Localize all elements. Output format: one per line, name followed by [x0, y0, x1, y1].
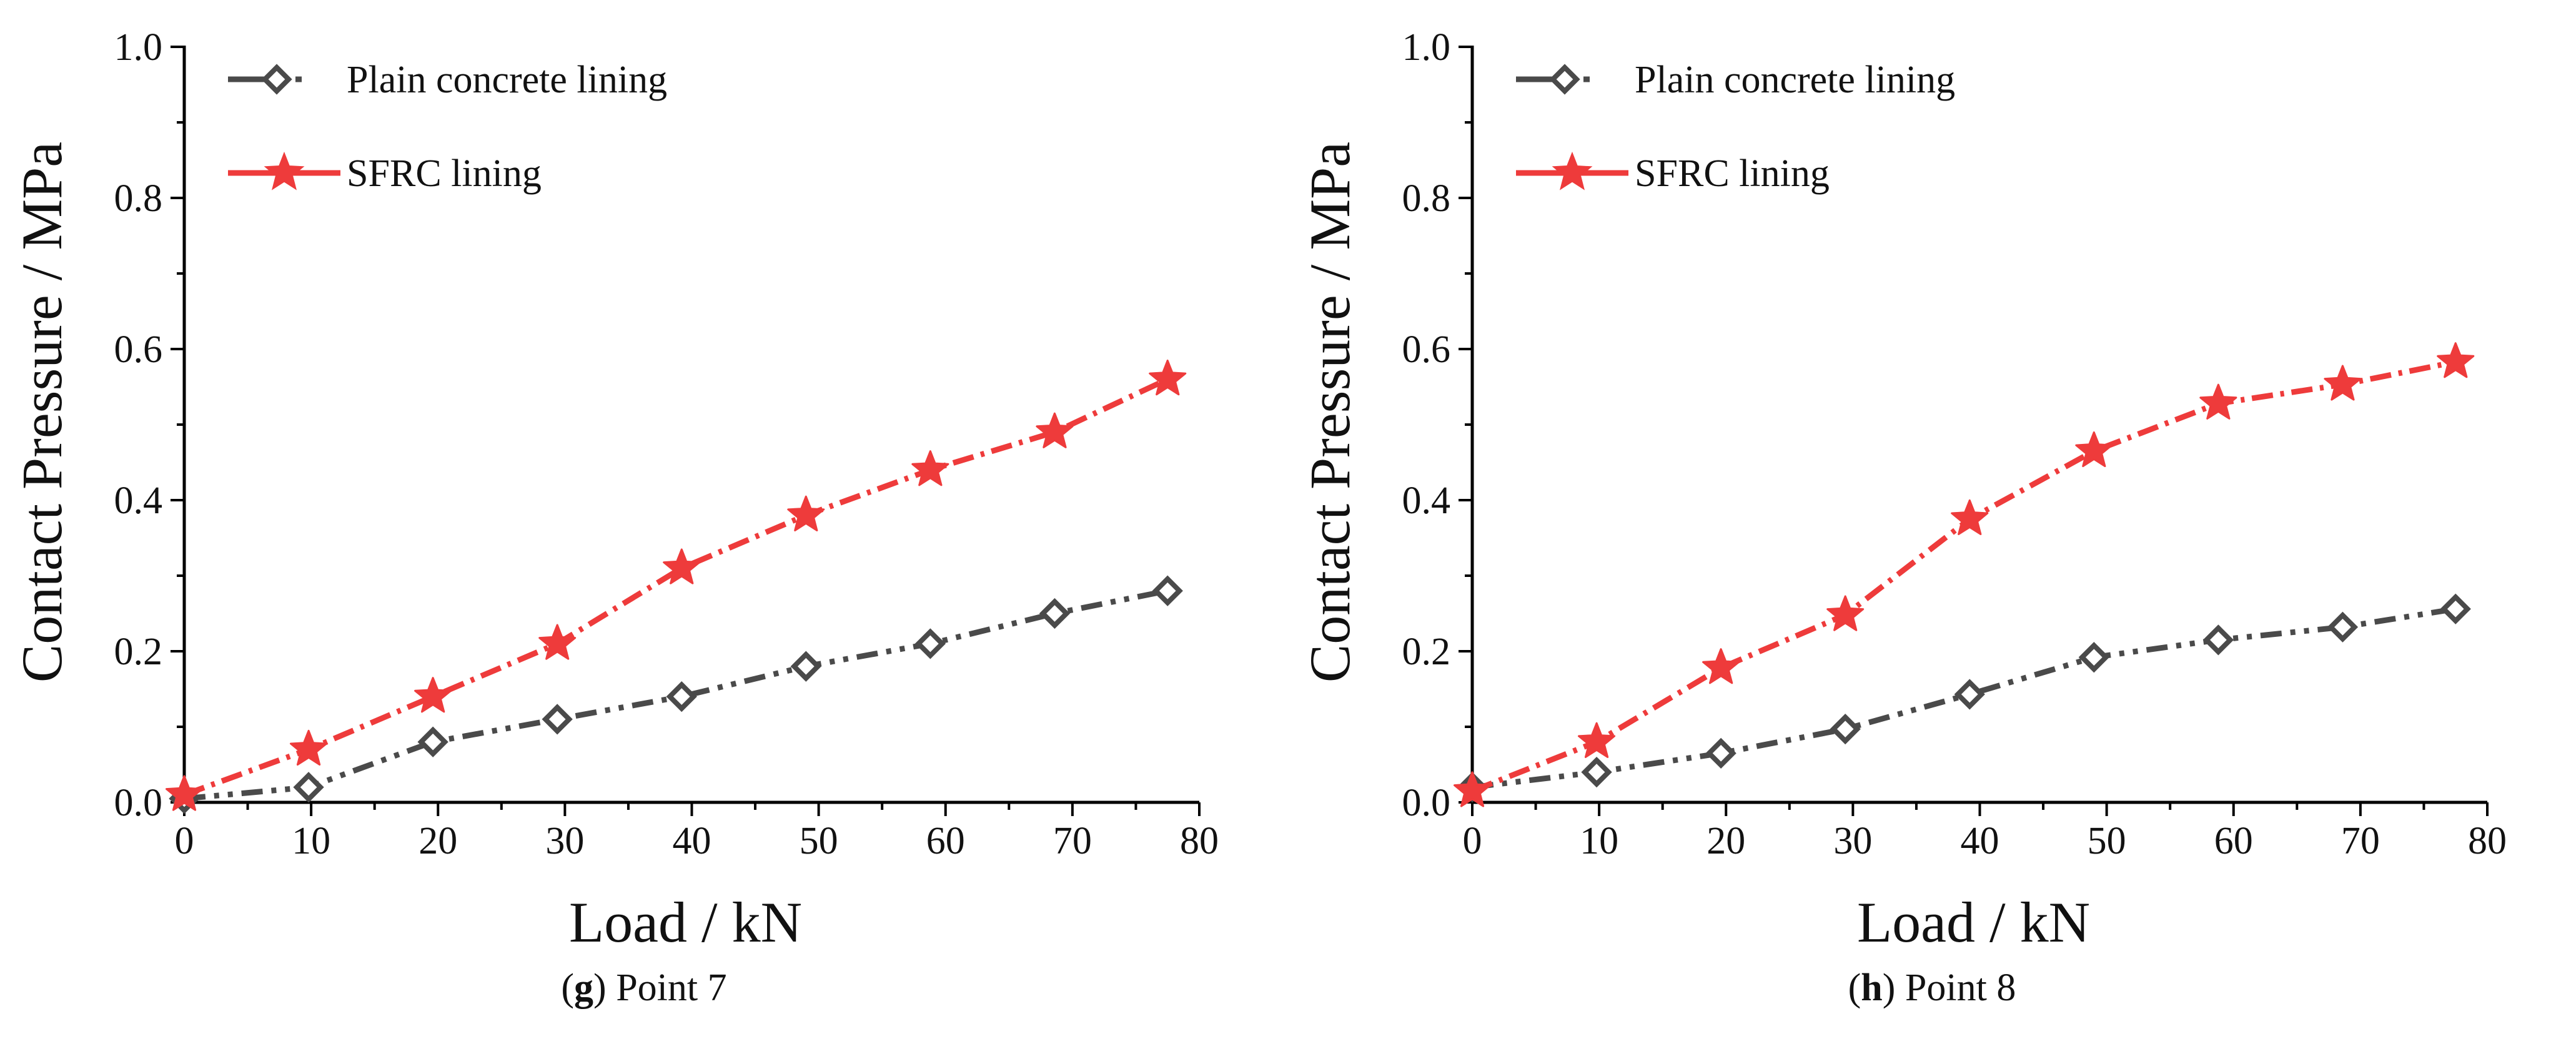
x-tick-label: 70 — [2341, 820, 2380, 862]
legend-label: SFRC lining — [347, 152, 542, 195]
x-tick-label: 10 — [292, 820, 330, 862]
sfrc-star-point — [414, 677, 452, 713]
legend-diamond-marker — [1549, 64, 1580, 95]
sfrc-star-point — [1702, 648, 1740, 684]
x-tick-label: 30 — [545, 820, 584, 862]
sfrc-star-point — [1826, 595, 1865, 631]
x-tick-label: 70 — [1053, 820, 1092, 862]
x-tick-label: 80 — [2468, 820, 2507, 862]
sfrc-star-point — [1578, 722, 1616, 758]
caption-text-g: Point 7 — [616, 967, 727, 1009]
sfrc-star-point — [663, 548, 701, 584]
x-tick-label: 60 — [2214, 820, 2253, 862]
sfrc-star-point — [166, 775, 203, 811]
chart-g: 0 10 20 30 40 50 60 70 80 0.0 0.2 0.4 0.6 0.8 1.0 Load … — [10, 26, 1219, 954]
sfrc-star-point — [290, 729, 328, 766]
y-tick-label: 0.0 — [1402, 782, 1451, 824]
y-axis-title: Contact Pressure / MPa — [10, 142, 74, 682]
sfrc-star-point — [2075, 431, 2113, 468]
legend-label: SFRC lining — [1635, 152, 1830, 195]
caption-text-h: Point 8 — [1905, 967, 2016, 1009]
plain-diamond-point — [1830, 713, 1861, 745]
plain-diamond-point — [666, 681, 697, 712]
plain-diamond-point — [2202, 624, 2234, 656]
sfrc-star-point — [1149, 359, 1187, 396]
x-tick-label: 60 — [926, 820, 965, 862]
y-tick-label: 0.0 — [114, 782, 163, 824]
sfrc-star-point — [1454, 771, 1491, 807]
x-tick-label: 40 — [673, 820, 711, 862]
plain-diamond-point — [1152, 575, 1183, 606]
plain-diamond-point — [790, 651, 821, 682]
y-tick-label: 1.0 — [114, 26, 163, 69]
sfrc-star-point — [787, 495, 825, 531]
plain-diamond-point — [1581, 756, 1612, 788]
y-tick-label: 0.6 — [1402, 328, 1451, 371]
y-tick-label: 0.2 — [114, 631, 163, 673]
legend-star-marker — [264, 151, 305, 190]
x-tick-label: 50 — [800, 820, 838, 862]
plain-diamond-point — [2078, 642, 2109, 673]
plain-diamond-point — [914, 628, 946, 659]
y-tick-label: 0.8 — [114, 177, 163, 220]
y-tick-label: 0.8 — [1402, 177, 1451, 220]
plain-diamond-point — [2327, 611, 2359, 643]
x-axis-title: Load / kN — [1857, 890, 2090, 954]
x-tick-label: 50 — [2088, 820, 2126, 862]
y-tick-label: 1.0 — [1402, 26, 1451, 69]
legend-label: Plain concrete lining — [347, 59, 667, 101]
sfrc-star-point — [1951, 499, 1989, 535]
y-axis-title: Contact Pressure / MPa — [1298, 142, 1362, 682]
series-line-sfrc — [183, 377, 1169, 798]
y-tick-label: 0.2 — [1402, 631, 1451, 673]
plain-diamond-point — [1954, 679, 1985, 710]
chart-panel-h: 0 10 20 30 40 50 60 70 80 0.0 0.2 0.4 0.6 0.8 1.0 Load … — [1288, 0, 2576, 1039]
y-tick-label: 0.6 — [114, 328, 163, 371]
sfrc-star-point — [2199, 383, 2237, 420]
legend-diamond-marker — [261, 64, 292, 95]
legend-star-marker — [1552, 151, 1593, 190]
sfrc-star-point — [2324, 365, 2362, 401]
series-line-sfrc — [1471, 359, 2457, 794]
sfrc-star-point — [1036, 412, 1074, 448]
chart-h: 0 10 20 30 40 50 60 70 80 0.0 0.2 0.4 0.6 0.8 1.0 Load … — [1298, 26, 2507, 954]
caption-letter-g: g — [574, 967, 594, 1009]
sfrc-star-point — [911, 450, 949, 486]
series-line-plain — [184, 588, 1169, 802]
x-tick-label: 30 — [1833, 820, 1872, 862]
y-tick-label: 0.4 — [1402, 480, 1451, 522]
caption-h: (h) Point 8 — [1848, 967, 2016, 1009]
plain-diamond-point — [293, 772, 324, 803]
x-tick-label: 20 — [419, 820, 457, 862]
sfrc-star-point — [2437, 342, 2475, 378]
x-tick-label: 10 — [1580, 820, 1618, 862]
plain-diamond-point — [417, 726, 448, 757]
x-tick-label: 0 — [1463, 820, 1482, 862]
sfrc-star-point — [538, 624, 577, 660]
x-axis-title: Load / kN — [569, 890, 802, 954]
x-tick-label: 80 — [1180, 820, 1219, 862]
caption-letter-h: h — [1861, 967, 1883, 1009]
caption-g: (g) Point 7 — [561, 967, 727, 1009]
plain-diamond-point — [542, 704, 573, 735]
plain-diamond-point — [2440, 593, 2471, 624]
legend-label: Plain concrete lining — [1635, 59, 1955, 101]
chart-panel-g: 0 10 20 30 40 50 60 70 80 0.0 0.2 0.4 0.6 0.8 1.0 Load … — [10, 26, 1219, 1009]
x-tick-label: 20 — [1707, 820, 1745, 862]
y-tick-label: 0.4 — [114, 480, 163, 522]
plain-diamond-point — [1705, 737, 1736, 769]
x-tick-label: 40 — [1961, 820, 1999, 862]
x-tick-label: 0 — [175, 820, 194, 862]
plain-diamond-point — [1039, 598, 1071, 629]
